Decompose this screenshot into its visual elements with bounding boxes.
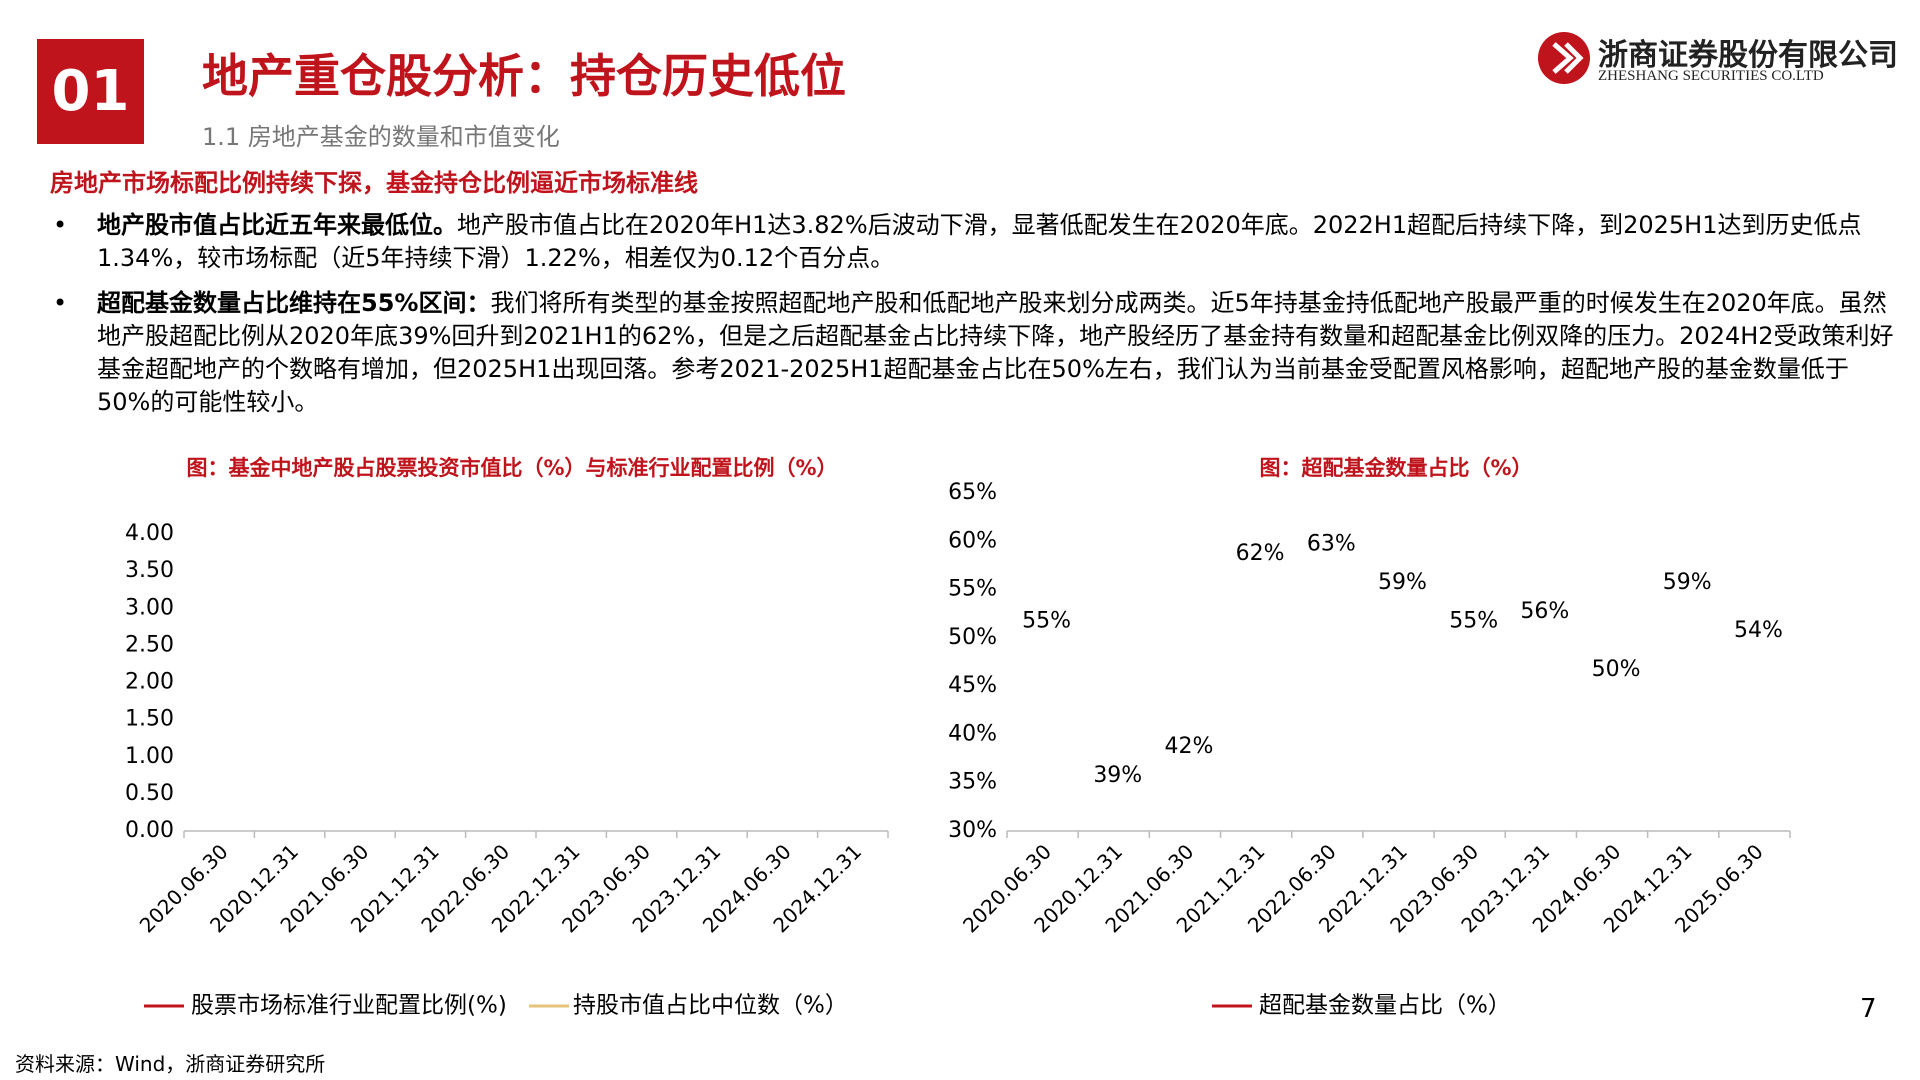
bullet-lead: 地产股市值占比近五年来最低位。 <box>97 211 457 239</box>
y-tick-label: 30% <box>948 818 997 843</box>
y-tick-label: 4.00 <box>125 521 174 546</box>
data-label: 55% <box>1022 609 1071 634</box>
chart-title: 图：超配基金数量占比（%） <box>1259 456 1532 480</box>
data-label: 54% <box>1734 618 1783 643</box>
page-number: 7 <box>1860 994 1877 1024</box>
data-label: 59% <box>1378 570 1427 595</box>
legend-label: 持股市值占比中位数（%） <box>573 993 848 1019</box>
data-label: 63% <box>1307 531 1356 556</box>
legend-label: 超配基金数量占比（%） <box>1259 993 1511 1019</box>
y-tick-label: 3.00 <box>125 595 174 620</box>
y-tick-label: 2.50 <box>125 632 174 657</box>
data-label: 42% <box>1165 734 1214 759</box>
bullet-lead: 超配基金数量占比维持在55%区间： <box>97 289 491 317</box>
y-tick-label: 35% <box>948 770 997 795</box>
data-label: 50% <box>1592 657 1641 682</box>
data-label: 55% <box>1449 609 1498 634</box>
y-tick-label: 0.50 <box>125 781 174 806</box>
bullet: 超配基金数量占比维持在55%区间：我们将所有类型的基金按照超配地产股和低配地产股… <box>53 287 1897 419</box>
y-tick-label: 40% <box>948 721 997 746</box>
data-label: 59% <box>1663 570 1712 595</box>
chart-title: 图：基金中地产股占股票投资市值比（%）与标准行业配置比例（%） <box>186 456 837 480</box>
data-label: 62% <box>1236 541 1285 566</box>
y-tick-label: 3.50 <box>125 558 174 583</box>
source: 资料来源：Wind，浙商证券研究所 <box>15 1052 326 1076</box>
section-number: 01 <box>37 39 144 144</box>
data-label: 39% <box>1093 763 1142 788</box>
subtitle: 1.1 房地产基金的数量和市值变化 <box>202 123 560 151</box>
bullet-text: 我们将所有类型的基金按照超配地产股和低配地产股来划分成两类。近5年持基金持低配地… <box>97 289 1894 416</box>
title: 地产重仓股分析：持仓历史低位 <box>202 49 846 103</box>
bullet-text: 地产股市值占比在2020年H1达3.82%后波动下滑，显著低配发生在2020年底… <box>97 211 1862 272</box>
y-tick-label: 2.00 <box>125 670 174 695</box>
y-tick-label: 0.00 <box>125 818 174 843</box>
company-en: ZHESHANG SECURITIES CO.LTD <box>1598 68 1824 84</box>
company: 浙商证券股份有限公司 <box>1598 38 1898 73</box>
y-tick-label: 1.00 <box>125 744 174 769</box>
y-tick-label: 55% <box>948 577 997 602</box>
legend-label: 股票市场标准行业配置比例(%) <box>191 993 507 1019</box>
y-tick-label: 50% <box>948 625 997 650</box>
y-tick-label: 45% <box>948 673 997 698</box>
headline: 房地产市场标配比例持续下探，基金持仓比例逼近市场标准线 <box>50 169 698 197</box>
y-tick-label: 1.50 <box>125 707 174 732</box>
y-tick-label: 60% <box>948 528 997 553</box>
logo <box>1538 32 1590 84</box>
y-tick-label: 65% <box>948 480 997 505</box>
data-label: 56% <box>1520 599 1569 624</box>
bullet: 地产股市值占比近五年来最低位。地产股市值占比在2020年H1达3.82%后波动下… <box>53 209 1897 275</box>
